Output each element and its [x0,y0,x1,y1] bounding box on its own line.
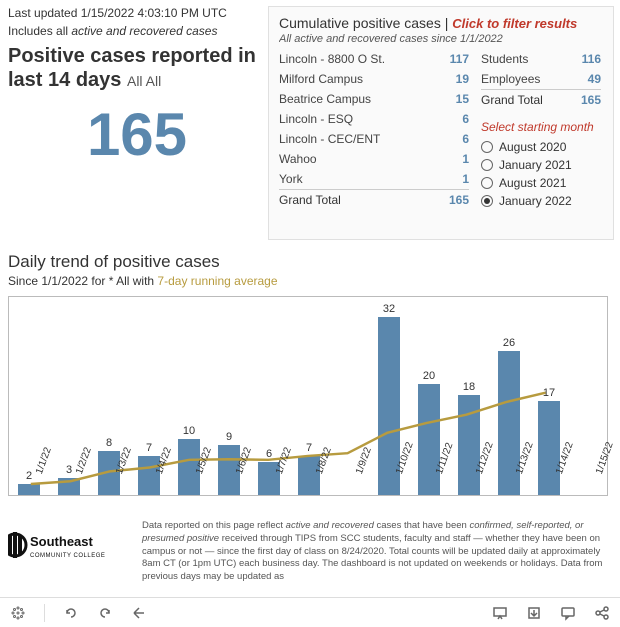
presentation-icon[interactable] [492,605,508,621]
location-value: 117 [439,52,469,66]
filter-link[interactable]: Click to filter results [452,16,577,31]
bar-value-label: 20 [423,370,435,382]
location-value: 1 [439,152,469,166]
table-row[interactable]: Lincoln - 8800 O St. 117 [279,49,469,69]
location-label: Lincoln - 8800 O St. [279,52,385,66]
chart-sub-prefix: Since 1/1/2022 for * All with [8,274,157,288]
cumulative-title-text: Cumulative positive cases | [279,15,452,31]
cumulative-subtitle: All active and recovered cases since 1/1… [279,33,603,45]
cumulative-panel: Cumulative positive cases | Click to fil… [268,6,614,240]
radio-icon [481,159,493,171]
table-row[interactable]: Milford Campus 19 [279,69,469,89]
bar-value-label: 32 [383,303,395,315]
tableau-toolbar [0,597,620,627]
big-number: 165 [8,100,266,169]
radio-month[interactable]: January 2022 [481,192,601,210]
disclaimer-part: cases that have been [374,520,470,531]
table-row[interactable]: Lincoln - ESQ 6 [279,109,469,129]
data-icon[interactable] [10,605,26,621]
separator [44,604,45,622]
role-value: 116 [571,52,601,66]
table-row[interactable]: Employees 49 [481,69,601,89]
location-label: York [279,172,303,186]
table-row[interactable]: Wahoo 1 [279,149,469,169]
chart-subtitle: Since 1/1/2022 for * All with 7-day runn… [8,274,612,288]
redo-icon[interactable] [97,605,113,621]
last-updated-text: Last updated 1/15/2022 4:03:10 PM UTC [8,6,266,22]
location-label: Lincoln - ESQ [279,112,353,126]
bar-value-label: 7 [306,442,312,454]
role-value: 49 [571,72,601,86]
table-row[interactable]: Students 116 [481,49,601,69]
revert-icon[interactable] [131,605,147,621]
location-value: 6 [439,132,469,146]
bar-value-label: 9 [226,431,232,443]
download-icon[interactable] [526,605,542,621]
radio-month[interactable]: August 2020 [481,138,601,156]
role-label: Students [481,52,528,66]
bar-value-label: 18 [463,381,475,393]
location-value: 6 [439,112,469,126]
headline: Positive cases reported in last 14 days … [8,44,266,92]
bar-value-label: 6 [266,448,272,460]
chart-sub-avg: 7-day running average [157,274,277,288]
radio-month[interactable]: January 2021 [481,156,601,174]
bar-value-label: 26 [503,337,515,349]
location-label: Lincoln - CEC/ENT [279,132,380,146]
role-label: Employees [481,72,540,86]
radio-month[interactable]: August 2021 [481,174,601,192]
radio-icon [481,177,493,189]
starting-month-title: Select starting month [481,120,601,134]
location-value: 15 [439,92,469,106]
location-value: 1 [439,172,469,186]
locations-table: Lincoln - 8800 O St. 117 Milford Campus 19 B… [279,49,469,210]
bar-value-label: 17 [543,387,555,399]
location-label: Beatrice Campus [279,92,371,106]
includes-em: active and recovered cases [71,24,217,38]
comment-icon[interactable] [560,605,576,621]
table-row-total: Grand Total165 [279,189,469,210]
logo: Southeast COMMUNITY COLLEGE [8,520,128,584]
starting-month-group: Select starting month August 2020 January… [481,120,601,210]
disclaimer-em: active and recovered [286,520,374,531]
disclaimer-text: Data reported on this page reflect activ… [142,520,612,584]
location-value: 19 [439,72,469,86]
radio-icon [481,141,493,153]
table-row[interactable]: Beatrice Campus 15 [279,89,469,109]
roles-table: Students 116 Employees 49 Grand Total165 [481,49,601,110]
includes-prefix: Includes all [8,24,71,38]
bar-value-label: 7 [146,442,152,454]
radio-label: January 2021 [499,158,572,172]
undo-icon[interactable] [63,605,79,621]
radio-label: August 2020 [499,140,566,154]
includes-text: Includes all active and recovered cases [8,24,266,38]
headline-sub: All All [127,73,161,89]
cumulative-title: Cumulative positive cases | Click to fil… [279,15,603,31]
bar-value-label: 10 [183,425,195,437]
disclaimer-part: Data reported on this page reflect [142,520,286,531]
logo-subtext: COMMUNITY COLLEGE [30,553,105,559]
location-label: Wahoo [279,152,317,166]
location-label: Milford Campus [279,72,363,86]
table-row-total: Grand Total165 [481,89,601,110]
table-row[interactable]: York 1 [279,169,469,189]
logo-text: Southeast [30,534,94,549]
bar-value-label: 8 [106,437,112,449]
table-row[interactable]: Lincoln - CEC/ENT 6 [279,129,469,149]
radio-icon [481,195,493,207]
radio-label: January 2022 [499,194,572,208]
radio-label: August 2021 [499,176,566,190]
share-icon[interactable] [594,605,610,621]
chart-title: Daily trend of positive cases [8,252,612,272]
